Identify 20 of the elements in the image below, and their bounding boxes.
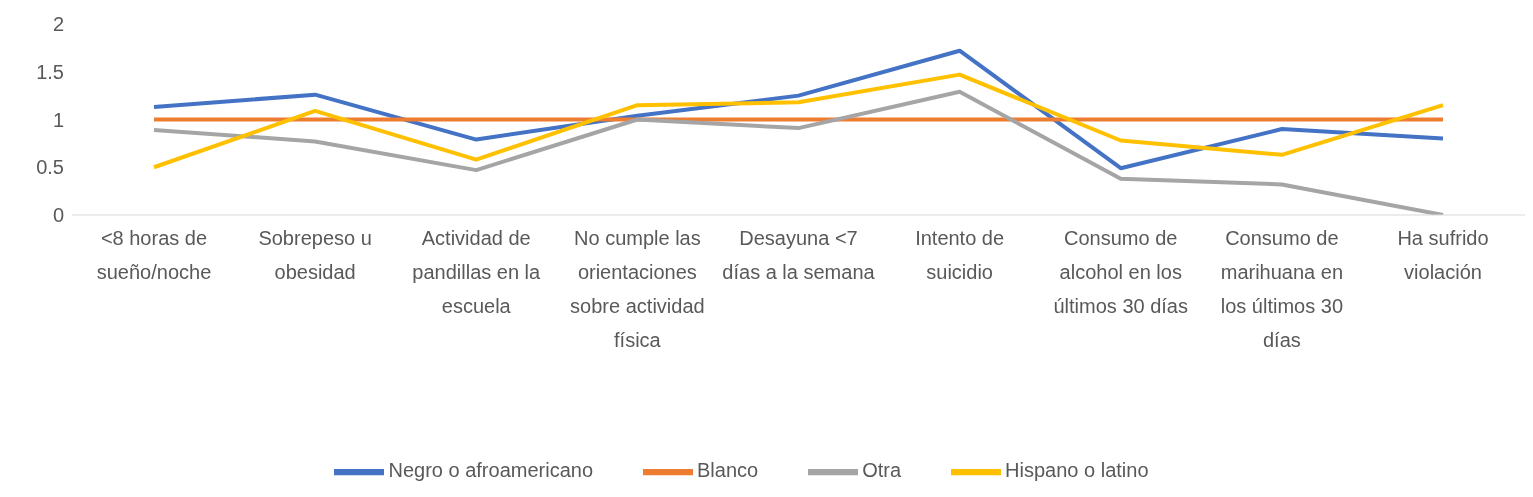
line-series bbox=[152, 72, 1445, 170]
y-tick-label: 1 bbox=[52, 108, 64, 131]
legend-label: Otra bbox=[862, 459, 902, 482]
x-tick-label: <8 horas de sueño/noche bbox=[96, 227, 212, 284]
line-series bbox=[152, 89, 1445, 215]
x-tick-label: Sobrepeso u obesidad bbox=[258, 227, 372, 284]
y-tick-label: 1.5 bbox=[36, 60, 64, 83]
x-tick-label: Ha sufrido violación bbox=[1397, 227, 1489, 284]
x-tick-label: No cumple las orientaciones sobre actividad física bbox=[570, 227, 705, 352]
legend-label: Blanco bbox=[697, 459, 759, 482]
x-tick-label: Intento de suicidio bbox=[915, 227, 1005, 284]
y-tick-label: 2 bbox=[52, 13, 64, 36]
x-tick-label: Consumo de alcohol en los últimos 30 días bbox=[1053, 227, 1189, 318]
x-tick-label: Actividad de pandillas en la escuela bbox=[412, 227, 542, 318]
y-tick-label: 0.5 bbox=[36, 156, 64, 179]
x-tick-label: Consumo de marihuana en los últimos 30 días bbox=[1220, 227, 1344, 352]
legend-label: Hispano o latino bbox=[1005, 459, 1149, 482]
y-tick-label: 0 bbox=[52, 204, 64, 227]
legend-label: Negro o afroamericano bbox=[388, 459, 594, 482]
x-tick-label: Desayuna <7 días a la semana bbox=[722, 227, 876, 284]
